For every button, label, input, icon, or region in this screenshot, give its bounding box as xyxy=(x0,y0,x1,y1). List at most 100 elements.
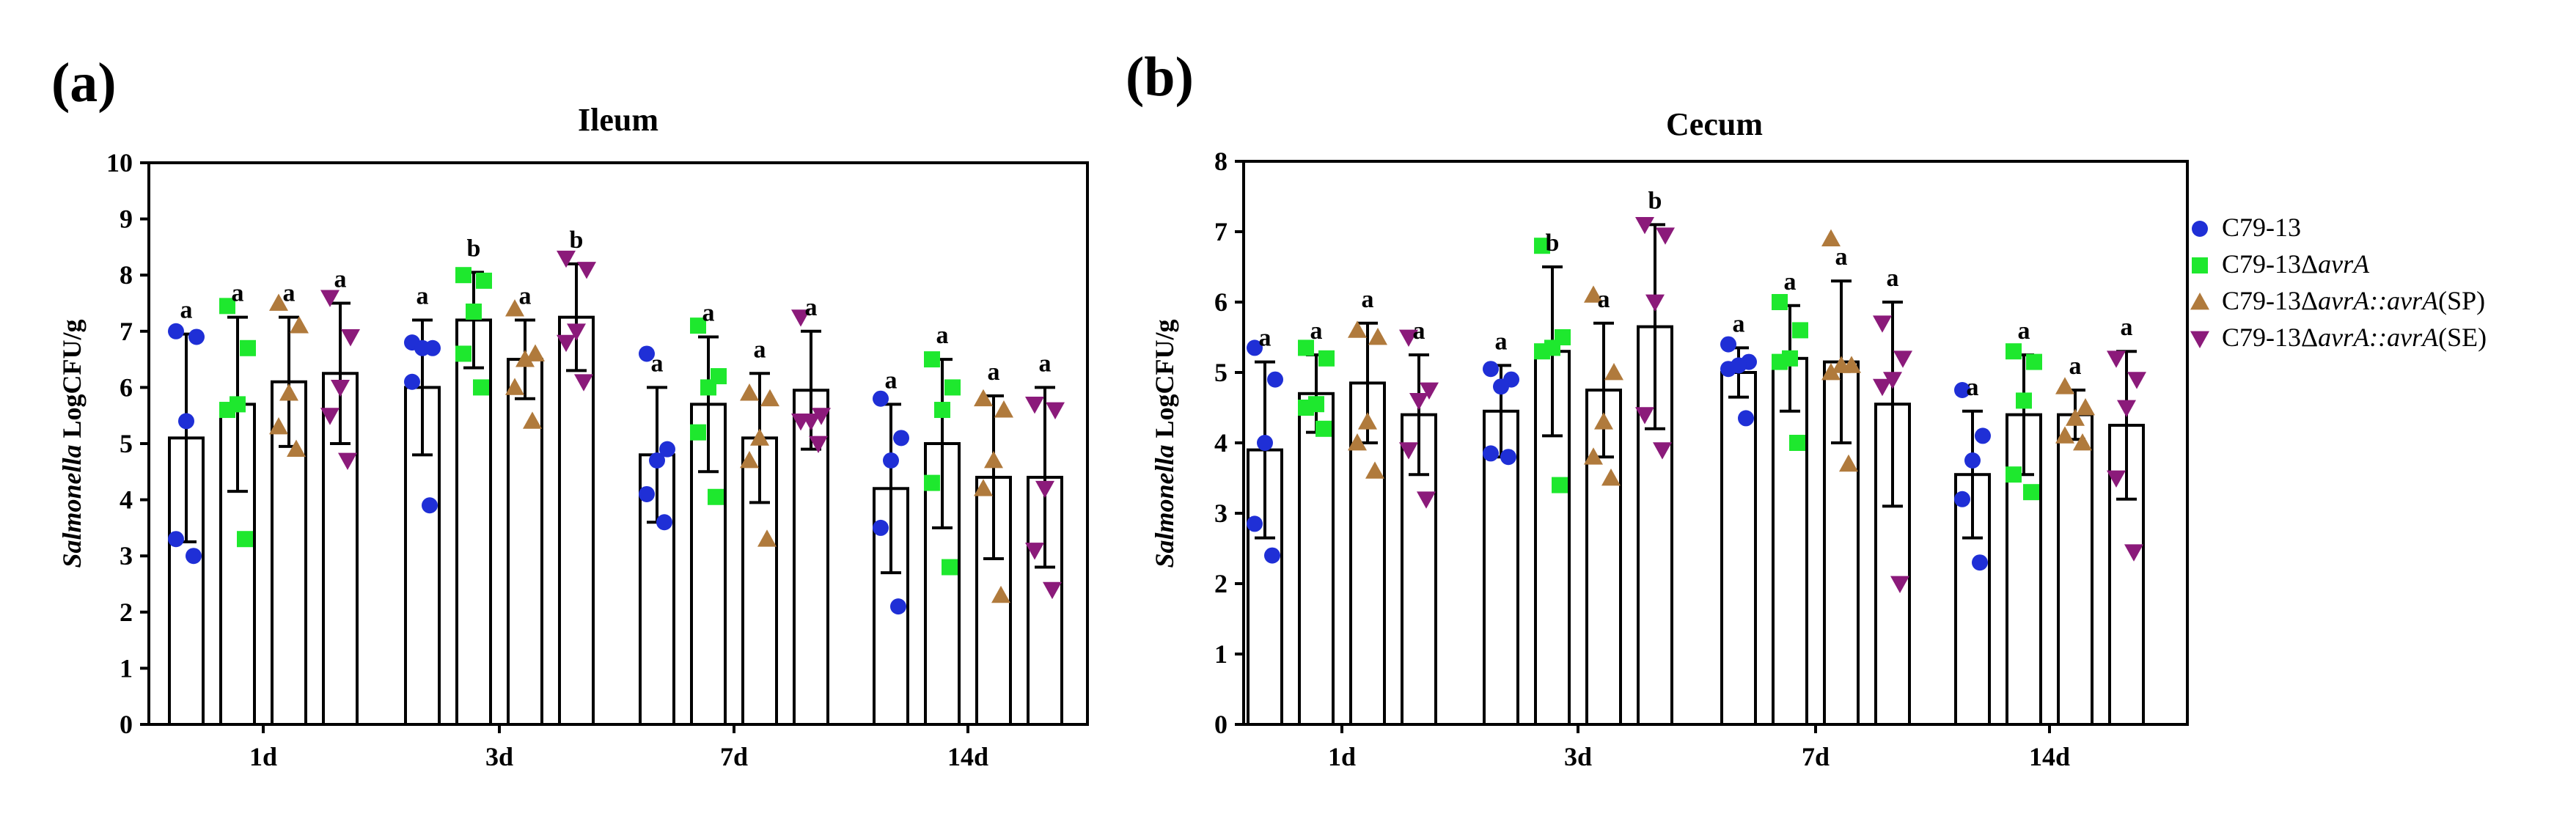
significance-letter: a xyxy=(1887,265,1899,292)
data-point xyxy=(2023,484,2039,501)
data-point xyxy=(809,436,828,453)
data-point xyxy=(237,531,253,548)
x-tick-label: 1d xyxy=(249,742,277,771)
y-tick-label: 4 xyxy=(1214,428,1228,458)
legend-marker xyxy=(2192,221,2208,237)
y-tick-label: 6 xyxy=(120,372,133,402)
data-point xyxy=(2006,466,2022,483)
significance-letter: a xyxy=(2018,317,2030,345)
bar xyxy=(1772,356,1808,726)
data-point xyxy=(1264,547,1280,564)
data-point xyxy=(455,345,471,362)
data-point xyxy=(974,479,993,496)
significance-letter: a xyxy=(651,350,664,377)
data-point xyxy=(2055,377,2074,394)
legend-label-part: (SP) xyxy=(2438,286,2485,315)
significance-letter: a xyxy=(936,322,949,349)
data-point xyxy=(290,316,309,334)
data-point xyxy=(639,345,655,362)
data-point xyxy=(1399,442,1418,460)
data-point xyxy=(505,378,524,395)
legend-label: C79-13ΔavrA::avrA(SP) xyxy=(2222,286,2485,315)
data-point xyxy=(473,379,489,396)
data-point xyxy=(1890,576,1909,593)
data-point xyxy=(1839,454,1858,472)
data-point xyxy=(1873,315,1892,333)
data-point xyxy=(1954,382,1970,398)
data-point xyxy=(1046,402,1065,420)
data-point xyxy=(2016,392,2032,409)
legend-label-part: C79-13Δ xyxy=(2222,249,2318,279)
data-point xyxy=(1584,285,1603,303)
bar xyxy=(2057,413,2094,726)
x-tick-label: 14d xyxy=(947,742,988,771)
significance-letter: b xyxy=(467,235,481,262)
data-point xyxy=(404,373,420,390)
data-point xyxy=(1417,491,1436,509)
data-point xyxy=(2117,400,2136,417)
data-point xyxy=(1645,294,1665,312)
data-point xyxy=(750,428,769,446)
legend-label-part: C79-13Δ xyxy=(2222,323,2318,352)
significance-letter: a xyxy=(1039,350,1052,377)
significance-letter: a xyxy=(1784,268,1797,295)
data-point xyxy=(2066,408,2085,426)
y-tick-label: 2 xyxy=(120,598,133,627)
y-tick-label: 8 xyxy=(1214,147,1228,176)
data-point xyxy=(320,408,340,425)
x-tick-label: 7d xyxy=(1802,742,1830,771)
data-point xyxy=(1365,461,1384,479)
significance-letter: a xyxy=(1835,243,1848,271)
data-point xyxy=(1399,329,1418,347)
data-point xyxy=(1298,400,1314,416)
data-point xyxy=(188,328,205,345)
data-point xyxy=(1348,320,1367,338)
data-point xyxy=(2006,343,2022,360)
data-point xyxy=(812,408,831,425)
significance-letter: a xyxy=(2069,353,2082,380)
panel-a-label: (a) xyxy=(51,52,117,114)
data-point xyxy=(320,290,340,307)
data-point xyxy=(1534,343,1550,360)
data-point xyxy=(984,450,1003,469)
significance-letter: a xyxy=(1362,286,1374,313)
legend-marker xyxy=(2190,293,2209,310)
y-tick-label: 5 xyxy=(120,429,133,458)
y-tick-label: 4 xyxy=(120,485,133,515)
y-axis-label-italic: Salmonella xyxy=(1150,444,1179,568)
data-point xyxy=(890,598,906,615)
data-point xyxy=(1552,477,1568,493)
data-point xyxy=(1534,238,1550,254)
data-point xyxy=(649,452,665,469)
data-point xyxy=(1043,581,1062,600)
panel-b-cecum: (b) Cecum Salmonella LogCFU/g a a a a a b a a a a a a… xyxy=(1126,46,2189,771)
y-tick-label: 9 xyxy=(120,205,133,234)
data-point xyxy=(1601,469,1621,486)
data-point xyxy=(942,559,958,576)
data-point xyxy=(1821,229,1841,246)
data-point xyxy=(1720,361,1736,378)
bar xyxy=(1298,392,1335,726)
legend-label-part: avrA xyxy=(2318,249,2370,279)
data-point xyxy=(219,298,235,315)
data-point xyxy=(1954,491,1970,507)
data-point xyxy=(1298,339,1314,356)
data-point xyxy=(567,323,586,341)
data-point xyxy=(1635,407,1654,425)
data-point xyxy=(219,402,235,419)
data-point xyxy=(476,272,492,289)
data-point xyxy=(523,411,542,429)
data-point xyxy=(760,389,779,407)
data-point xyxy=(557,250,576,268)
y-tick-label: 7 xyxy=(120,317,133,346)
significance-letter: a xyxy=(334,266,347,293)
data-point xyxy=(2107,470,2126,488)
data-point xyxy=(924,474,940,491)
data-point xyxy=(656,514,672,531)
data-point xyxy=(1789,435,1805,451)
legend-label-part: C79-13Δ xyxy=(2222,286,2318,315)
bar xyxy=(507,358,543,726)
data-point xyxy=(1025,396,1044,414)
data-point xyxy=(1409,393,1428,411)
